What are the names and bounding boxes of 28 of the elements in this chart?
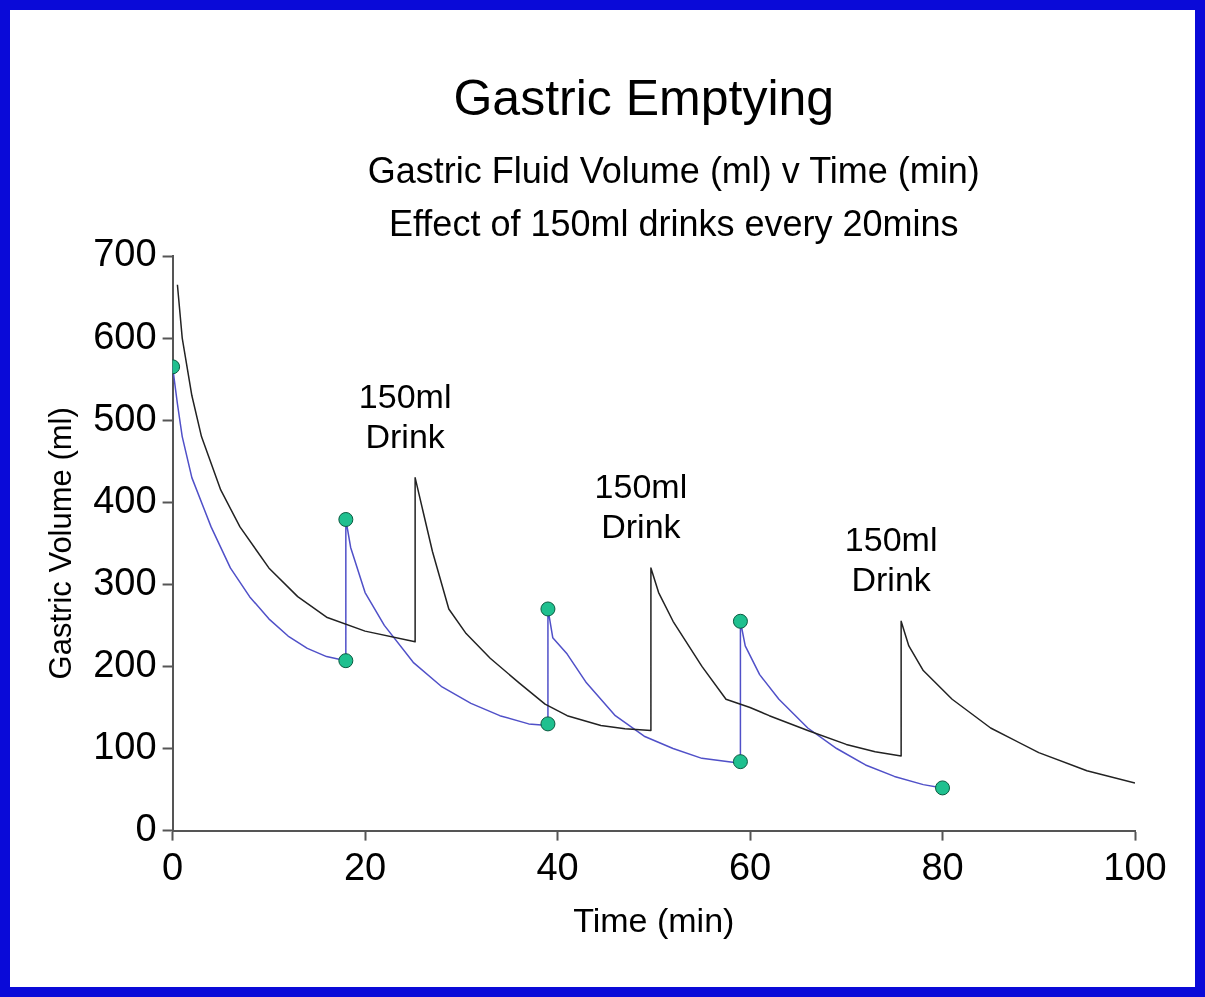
x-tick-label: 40: [536, 845, 579, 888]
point: [540, 601, 556, 617]
annotation: 150ml Drink: [358, 376, 452, 455]
y-tick-label: 300: [93, 560, 157, 603]
chart-subtitle: Gastric Fluid Volume (ml) v Time (min) Effect of 150ml drinks every 20mins: [367, 150, 980, 244]
y-tick-label: 400: [93, 478, 157, 521]
point: [338, 653, 354, 669]
x-axis-title: Time (min): [573, 900, 735, 939]
x-tick-label: 100: [1103, 845, 1167, 888]
y-tick-label: 200: [93, 642, 157, 685]
point: [540, 716, 556, 732]
y-axis-title: Gastric Volume (ml): [43, 407, 79, 680]
annotation: 150ml Drink: [844, 520, 938, 599]
x-tick-label: 0: [162, 845, 184, 888]
y-tick-label: 700: [93, 232, 157, 275]
x-tick-label: 80: [921, 845, 964, 888]
x-tick-label: 60: [728, 845, 772, 888]
annotation: 150ml Drink: [594, 466, 688, 545]
chart-title: Gastric Emptying: [453, 70, 835, 126]
point: [935, 780, 951, 796]
point: [732, 613, 748, 629]
point: [732, 754, 748, 770]
y-tick-label: 100: [93, 725, 157, 767]
y-tick-label: 600: [93, 314, 157, 357]
y-tick-label: 500: [93, 396, 157, 439]
y-tick-label: 0: [135, 807, 157, 850]
x-tick-label: 20: [343, 845, 387, 888]
point: [338, 512, 354, 527]
